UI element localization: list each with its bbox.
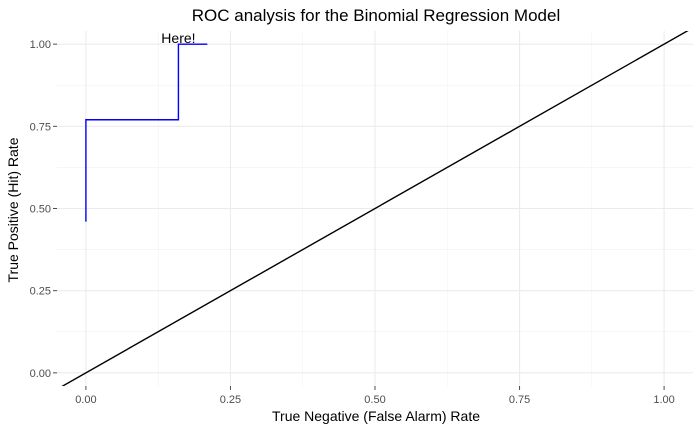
x-axis: 0.00 0.25 0.50 0.75 1.00: [75, 386, 675, 406]
roc-curve: [85, 43, 208, 222]
y-axis-title: True Positive (Hit) Rate: [5, 137, 21, 282]
x-tick-label: 1.00: [653, 394, 674, 406]
y-tick-label: 0.50: [30, 204, 51, 216]
y-axis: 0.00 0.25 0.50 0.75 1.00: [30, 39, 57, 380]
diagonal-reference-line: [61, 31, 689, 386]
grid: [57, 31, 693, 386]
annotation-label: Here!: [161, 30, 195, 46]
y-tick-label: 1.00: [30, 39, 51, 51]
x-tick-label: 0.75: [509, 394, 530, 406]
x-tick-label: 0.00: [75, 394, 96, 406]
y-tick-label: 0.25: [30, 286, 51, 298]
x-tick-label: 0.50: [364, 394, 385, 406]
x-axis-title: True Negative (False Alarm) Rate: [272, 408, 480, 424]
chart-title: ROC analysis for the Binomial Regression…: [192, 6, 561, 25]
x-tick-label: 0.25: [220, 394, 241, 406]
y-tick-label: 0.00: [30, 368, 51, 380]
series-layer: [61, 31, 689, 386]
y-tick-label: 0.75: [30, 121, 51, 133]
